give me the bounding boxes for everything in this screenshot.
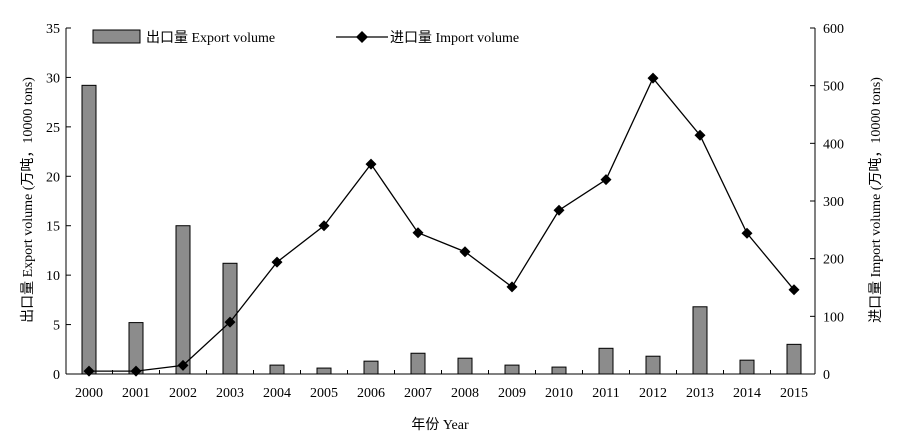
export-bar (269, 364, 285, 375)
export-bars (81, 84, 802, 375)
left-y-axis-title: 出口量 Export volume (万吨，10000 tons) (20, 77, 36, 323)
import-point (459, 246, 471, 258)
import-point (224, 316, 236, 328)
right-y-axis-title: 进口量 Import volume (万吨，10000 tons) (868, 77, 884, 323)
import-point (271, 256, 283, 268)
x-tick-label: 2002 (169, 386, 197, 401)
left-tick-label: 5 (53, 319, 60, 334)
x-tick-label: 2004 (263, 386, 291, 401)
import-point (506, 281, 518, 293)
x-tick-label: 2005 (310, 386, 338, 401)
import-point (600, 174, 612, 186)
export-bar (457, 357, 473, 375)
x-tick-label: 2008 (451, 386, 479, 401)
x-tick-label: 2001 (122, 386, 150, 401)
import-point (130, 365, 142, 377)
export-bar (410, 352, 426, 375)
export-bar (175, 225, 191, 375)
import-line-path (89, 76, 795, 372)
import-point (694, 129, 706, 141)
right-tick-label: 500 (823, 80, 844, 95)
export-bar (363, 360, 379, 375)
import-point (177, 359, 189, 371)
x-tick-label: 2003 (216, 386, 244, 401)
legend-export-swatch (92, 29, 141, 44)
right-tick-label: 0 (823, 368, 830, 383)
export-bar (504, 364, 520, 375)
import-line (83, 72, 800, 377)
x-tick-label: 2014 (733, 386, 761, 401)
legend-import-marker (356, 31, 368, 43)
x-tick-label: 2000 (75, 386, 103, 401)
right-tick-label: 600 (823, 22, 844, 37)
left-tick-label: 15 (46, 220, 60, 235)
export-bar (81, 84, 97, 375)
right-tick-label: 400 (823, 137, 844, 152)
import-point (741, 227, 753, 239)
import-point (83, 365, 95, 377)
x-tick-label: 2015 (780, 386, 808, 401)
right-y-ticks: 0 100 200 300 400 500 600 (810, 22, 844, 383)
legend-import-label: 进口量 Import volume (390, 30, 519, 46)
x-tick-label: 2010 (545, 386, 573, 401)
left-tick-label: 35 (46, 22, 60, 37)
import-point (412, 227, 424, 239)
left-tick-label: 0 (53, 368, 60, 383)
left-y-ticks: 0 5 10 15 20 25 30 35 (46, 22, 71, 383)
x-tick-label: 2006 (357, 386, 385, 401)
legend-export-label: 出口量 Export volume (146, 30, 275, 46)
import-point (788, 284, 800, 296)
x-tick-label: 2007 (404, 386, 432, 401)
x-axis-title: 年份 Year (411, 417, 469, 433)
right-tick-label: 200 (823, 253, 844, 268)
import-point (553, 204, 565, 216)
import-point (647, 72, 659, 84)
export-bar (316, 367, 332, 375)
export-bar (786, 343, 802, 375)
right-tick-label: 300 (823, 195, 844, 210)
export-bar (598, 347, 614, 375)
import-point (365, 158, 377, 170)
export-bar (692, 306, 708, 375)
left-tick-label: 20 (46, 170, 60, 185)
export-bar (645, 355, 661, 375)
x-ticks: 2000 2001 2002 2003 2004 2005 2006 2007 2008 2009… (75, 370, 808, 401)
x-tick-label: 2011 (592, 386, 619, 401)
export-bar (739, 359, 755, 375)
left-tick-label: 25 (46, 121, 60, 136)
x-tick-label: 2012 (639, 386, 667, 401)
right-tick-label: 100 (823, 310, 844, 325)
import-point (318, 220, 330, 232)
left-tick-label: 10 (46, 269, 60, 284)
left-tick-label: 30 (46, 71, 60, 86)
legend: 出口量 Export volume 进口量 Import volume (92, 29, 519, 46)
x-tick-label: 2013 (686, 386, 714, 401)
export-bar (551, 366, 567, 375)
x-tick-label: 2009 (498, 386, 526, 401)
